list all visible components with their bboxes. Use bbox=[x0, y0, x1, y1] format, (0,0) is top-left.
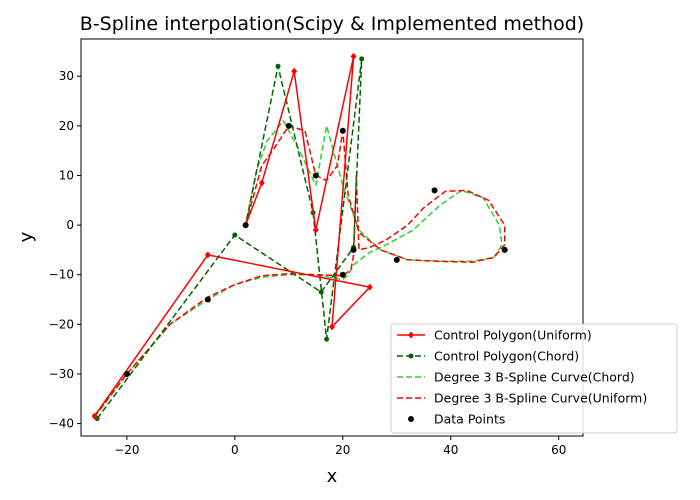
y-tick-label: 0 bbox=[66, 218, 74, 232]
y-tick-label: −20 bbox=[49, 317, 74, 331]
y-tick-label: −40 bbox=[49, 417, 74, 431]
data-point bbox=[242, 222, 249, 229]
x-axis: −20 0 20 40 60 bbox=[114, 436, 566, 457]
data-point bbox=[123, 370, 130, 377]
control-polygon-uniform-point bbox=[312, 226, 319, 234]
control-polygon-chord-legend-marker bbox=[408, 353, 414, 359]
data-point bbox=[339, 271, 346, 278]
control-polygon-uniform-point bbox=[366, 283, 373, 291]
data-point bbox=[312, 172, 319, 179]
control-polygon-chord-point bbox=[324, 336, 330, 342]
bspline-curve-chord-line bbox=[93, 120, 503, 419]
data-point bbox=[350, 246, 357, 253]
data-point bbox=[431, 187, 438, 194]
control-polygon-uniform-point bbox=[204, 251, 211, 259]
data-point bbox=[339, 127, 346, 134]
x-tick-label: 0 bbox=[231, 443, 239, 457]
legend-label: Control Polygon(Chord) bbox=[434, 349, 579, 364]
control-polygon-uniform-point bbox=[91, 412, 98, 420]
data-point bbox=[285, 122, 292, 129]
data-points-legend-marker bbox=[408, 416, 414, 422]
y-axis: −40 −30 −20 −10 0 10 20 30 bbox=[49, 69, 81, 431]
x-tick-label: 60 bbox=[551, 443, 566, 457]
y-tick-label: 30 bbox=[59, 69, 74, 83]
bspline-curve-uniform-line bbox=[93, 125, 506, 417]
legend-box bbox=[390, 323, 678, 434]
data-point bbox=[501, 246, 508, 253]
control-polygon-uniform-point bbox=[291, 67, 298, 75]
plot-area bbox=[91, 52, 508, 422]
legend-label: Control Polygon(Uniform) bbox=[434, 328, 592, 343]
x-tick-label: −20 bbox=[114, 443, 139, 457]
control-polygon-uniform-point bbox=[350, 52, 357, 60]
y-axis-label: y bbox=[16, 231, 37, 242]
control-polygon-chord-point bbox=[232, 232, 238, 238]
control-polygon-chord-point bbox=[359, 56, 365, 62]
chart-title: B-Spline interpolation(Scipy & Implement… bbox=[80, 13, 584, 35]
y-tick-label: 20 bbox=[59, 119, 74, 133]
y-tick-label: −10 bbox=[49, 268, 74, 282]
x-tick-label: 20 bbox=[335, 443, 350, 457]
y-tick-label: 10 bbox=[59, 168, 74, 182]
legend-label: Degree 3 B-Spline Curve(Chord) bbox=[434, 370, 635, 385]
control-polygon-chord-point bbox=[318, 289, 324, 295]
control-polygon-uniform-point bbox=[329, 323, 335, 331]
legend: Control Polygon(Uniform) Control Polygon(… bbox=[390, 323, 678, 434]
x-axis-label: x bbox=[327, 466, 338, 487]
control-polygon-uniform-legend-marker bbox=[408, 331, 414, 339]
data-point bbox=[204, 296, 211, 303]
legend-label: Degree 3 B-Spline Curve(Uniform) bbox=[434, 391, 647, 406]
control-polygon-chord-point bbox=[275, 63, 281, 69]
plot-frame bbox=[80, 38, 584, 437]
y-tick-label: −30 bbox=[49, 367, 74, 381]
data-point bbox=[393, 256, 400, 263]
x-tick-label: 40 bbox=[443, 443, 458, 457]
control-polygon-uniform-point bbox=[258, 179, 265, 187]
legend-label: Data Points bbox=[434, 412, 505, 427]
